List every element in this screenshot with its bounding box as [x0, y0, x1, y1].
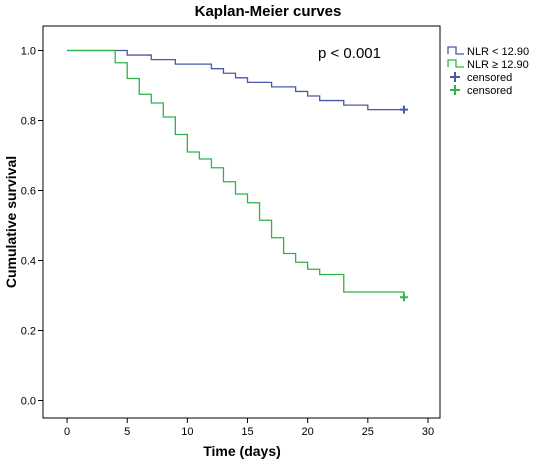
legend-swatch [447, 46, 464, 55]
axes: 0 5 10 15 20 25 30 0.0 0.2 0.4 0.6 0.8 1.0 [21, 46, 434, 439]
survival-curve-nlr-low [67, 49, 404, 111]
legend-swatch [450, 72, 460, 82]
legend-item: censored [450, 72, 512, 84]
y-tick-label: 1.0 [21, 46, 36, 58]
plot-area [42, 25, 441, 419]
x-tick-label: 10 [181, 426, 193, 438]
y-tick-label: 0.4 [21, 256, 36, 268]
legend-label: NLR < 12.90 [467, 46, 529, 58]
y-tick-label: 0.6 [21, 186, 36, 198]
x-tick-label: 15 [241, 426, 253, 438]
legend-item: NLR < 12.90 [447, 46, 529, 58]
x-tick-label: 20 [302, 426, 314, 438]
survival-curve-nlr-high [67, 49, 405, 298]
censored-mark [399, 105, 408, 114]
legend-label: censored [467, 85, 512, 97]
legend-label: censored [467, 72, 512, 84]
chart-title: Kaplan-Meier curves [195, 3, 342, 20]
legend-label: NLR ≥ 12.90 [467, 59, 529, 71]
x-tick-label: 0 [64, 426, 70, 438]
x-tick-label: 25 [362, 426, 374, 438]
legend-item: censored [450, 85, 512, 97]
legend-item: NLR ≥ 12.90 [447, 59, 529, 71]
y-tick-label: 0.2 [21, 326, 36, 338]
survival-curves [67, 49, 408, 302]
y-tick-label: 0.0 [21, 396, 36, 408]
legend-swatch [447, 59, 464, 68]
p-value-annotation: p < 0.001 [318, 45, 381, 62]
y-tick-label: 0.8 [21, 116, 36, 128]
x-tick-label: 30 [422, 426, 434, 438]
x-tick-label: 5 [124, 426, 130, 438]
censored-mark [399, 293, 408, 302]
y-axis-label: Cumulative survival [3, 156, 19, 288]
x-axis-label: Time (days) [203, 443, 281, 459]
legend-swatch [450, 85, 460, 95]
